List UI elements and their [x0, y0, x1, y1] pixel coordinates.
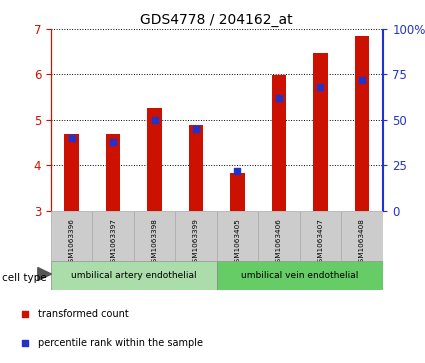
Point	[358, 77, 365, 83]
Title: GDS4778 / 204162_at: GDS4778 / 204162_at	[140, 13, 293, 26]
Bar	[313, 53, 328, 211]
Bar	[300, 211, 341, 261]
Point	[244, 149, 251, 155]
Text: GSM1063405: GSM1063405	[235, 218, 241, 267]
Polygon shape	[38, 268, 51, 281]
Text: percentile rank within the sample: percentile rank within the sample	[38, 338, 204, 348]
Bar	[189, 125, 203, 211]
Bar	[341, 211, 382, 261]
Text: umbilical artery endothelial: umbilical artery endothelial	[71, 272, 197, 280]
Text: GSM1063397: GSM1063397	[110, 218, 116, 267]
Bar	[147, 109, 162, 211]
Bar	[272, 75, 286, 211]
Point	[110, 139, 116, 144]
Point	[234, 168, 241, 174]
Text: GSM1063406: GSM1063406	[276, 218, 282, 267]
Text: GSM1063408: GSM1063408	[359, 218, 365, 267]
Bar	[217, 261, 382, 290]
Bar	[175, 211, 217, 261]
Text: transformed count: transformed count	[38, 309, 129, 319]
Bar	[258, 211, 300, 261]
Bar	[51, 261, 217, 290]
Text: umbilical vein endothelial: umbilical vein endothelial	[241, 272, 358, 280]
Point	[275, 95, 282, 101]
Bar	[65, 134, 79, 211]
Text: GSM1063398: GSM1063398	[152, 218, 158, 267]
Bar	[51, 211, 92, 261]
Bar	[354, 36, 369, 211]
Text: GSM1063399: GSM1063399	[193, 218, 199, 267]
Bar	[92, 211, 134, 261]
Bar	[230, 174, 245, 211]
Text: GSM1063396: GSM1063396	[69, 218, 75, 267]
Text: GSM1063407: GSM1063407	[317, 218, 323, 267]
Point	[193, 126, 199, 132]
Bar	[106, 134, 120, 211]
Point	[317, 84, 324, 90]
Point	[68, 135, 75, 141]
Point	[151, 117, 158, 123]
Bar	[134, 211, 175, 261]
Bar	[217, 211, 258, 261]
Text: cell type: cell type	[2, 273, 47, 283]
